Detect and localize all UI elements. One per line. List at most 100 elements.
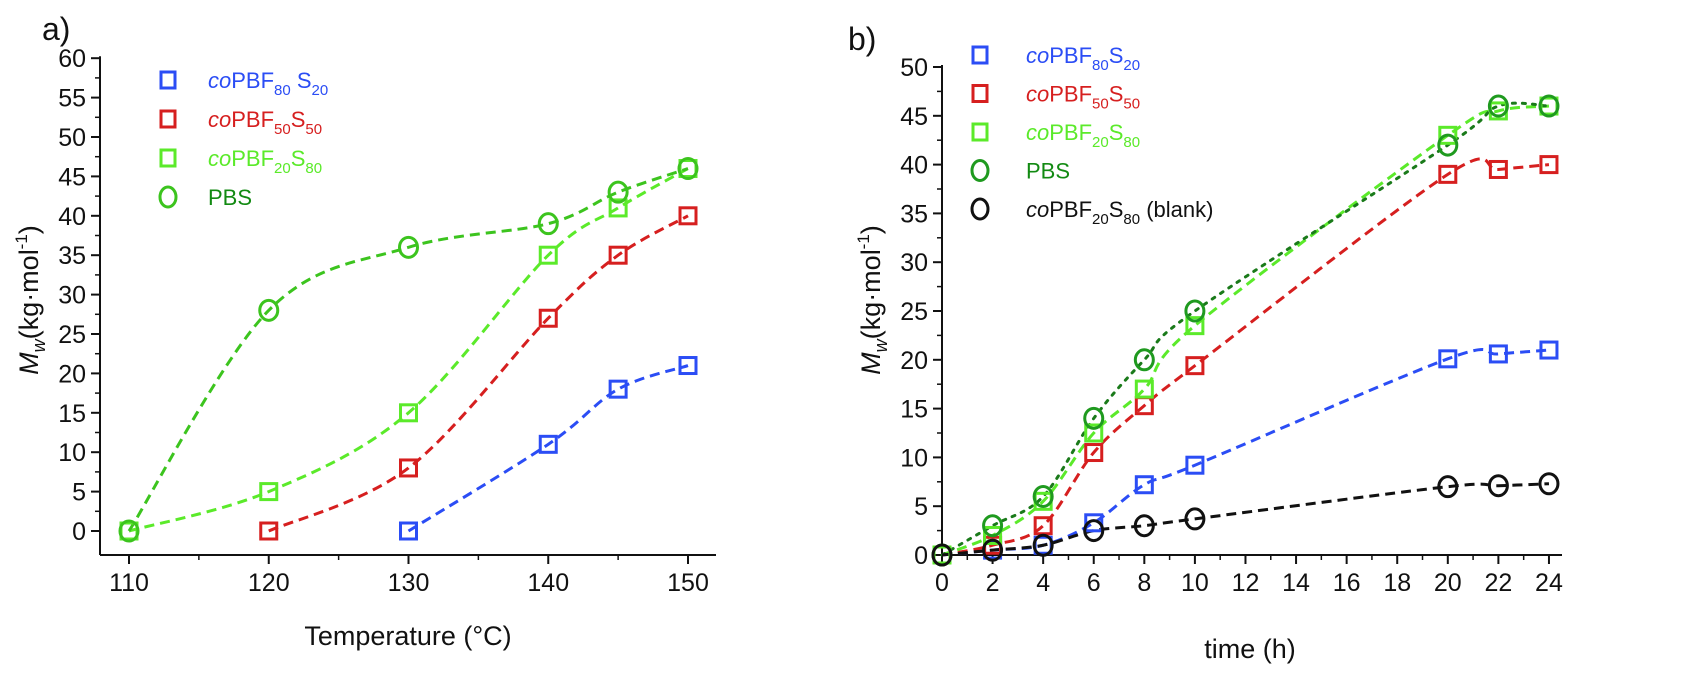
legend-prefix: co (1026, 82, 1049, 107)
legend-main: PBS (208, 185, 252, 210)
data-point-square (1488, 344, 1508, 364)
data-point-square (538, 434, 558, 454)
legend-subscript: 50 (1123, 96, 1140, 113)
legend-item: coPBF20S80 (971, 120, 1140, 151)
data-point-circle (1032, 484, 1054, 508)
y-tick-label: 0 (72, 518, 86, 546)
y-tick-label: 10 (58, 439, 86, 467)
data-point-circle (1487, 94, 1509, 118)
x-tick-label: 18 (1383, 569, 1411, 597)
y-tick-label: 40 (900, 152, 928, 180)
y-axis-label: Mw(kg·mol-1) (854, 225, 891, 375)
data-point-square (399, 521, 418, 541)
legend-marker-square (159, 109, 177, 129)
legend-label: coPBF20S80 (208, 146, 322, 177)
legend-subscript: 80 (1092, 57, 1109, 74)
legend-item: PBS (158, 185, 252, 210)
data-point-circle (1083, 406, 1105, 430)
fit-curve (407, 364, 689, 533)
data-point-square (1438, 349, 1458, 369)
legend-main2: S (1109, 82, 1124, 107)
data-point-circle (931, 543, 953, 567)
legend-item: coPBF50S50 (971, 82, 1140, 113)
data-point-square (1438, 164, 1458, 184)
data-point-circle (1032, 533, 1054, 557)
legend-item: coPBF80S20 (971, 43, 1140, 74)
y-tick-label: 5 (914, 493, 928, 521)
data-point-circle (398, 235, 419, 259)
legend-label: PBS (1026, 159, 1070, 184)
data-point-circle (982, 514, 1004, 538)
legend-main: PBF (1049, 120, 1092, 145)
data-point-circle (1083, 519, 1105, 543)
legend-prefix: co (208, 146, 231, 171)
y-tick-label: 10 (900, 444, 928, 472)
x-tick-label: 2 (986, 569, 1000, 597)
data-point-square (1134, 379, 1154, 399)
x-tick-label: 6 (1087, 569, 1101, 597)
data-point-square (1185, 356, 1205, 376)
data-point-circle (607, 180, 629, 204)
legend-label: coPBF80S20 (1026, 43, 1140, 74)
y-axis-label: Mw(kg·mol-1) (12, 225, 49, 375)
legend-item: coPBF20S80 (blank) (970, 197, 1213, 228)
fit-curve (127, 167, 689, 532)
y-label-superscript: -1 (12, 234, 31, 249)
data-point-circle (1184, 507, 1206, 531)
legend-prefix: co (208, 107, 231, 132)
x-axis-label: Temperature (°C) (304, 621, 511, 651)
y-tick-label: 30 (58, 282, 86, 310)
y-tick-label: 50 (900, 54, 928, 82)
legend-subscript: 80 (305, 160, 322, 177)
y-tick-label: 25 (58, 321, 86, 349)
legend-main2: S (291, 146, 306, 171)
y-tick-label: 20 (900, 347, 928, 375)
data-point-square (678, 206, 698, 226)
legend-main: PBF (231, 68, 274, 93)
data-point-square (259, 521, 279, 541)
data-point-square (399, 403, 418, 423)
x-tick-label: 120 (248, 569, 290, 597)
x-tick-label: 16 (1333, 569, 1361, 597)
y-label-subscript: w (29, 338, 49, 352)
legend-subscript: 50 (1092, 96, 1109, 113)
x-tick-label: 20 (1434, 569, 1462, 597)
y-tick-label: 5 (72, 479, 86, 507)
data-point-circle (1538, 472, 1560, 496)
legend-marker-circle (970, 159, 990, 182)
legend-prefix: co (1026, 120, 1049, 145)
legend-main2: S (1109, 43, 1124, 68)
y-tick-label: 60 (58, 45, 86, 73)
legend-marker-square (971, 45, 989, 65)
legend-subscript: 20 (274, 160, 291, 177)
data-point-square (983, 525, 1003, 545)
legend-marker-circle (970, 197, 990, 221)
data-point-circle (1487, 474, 1509, 498)
legend-item: coPBF80 S20 (159, 68, 328, 99)
data-point-square (1488, 159, 1508, 179)
data-point-square (259, 482, 279, 502)
legend-marker-square (971, 84, 989, 103)
x-tick-label: 140 (527, 569, 569, 597)
x-tick-label: 10 (1181, 569, 1209, 597)
y-label-symbol: M (14, 352, 44, 375)
data-point-square (608, 245, 628, 265)
y-tick-label: 0 (914, 542, 928, 570)
data-point-square (1539, 155, 1559, 175)
data-point-circle (982, 538, 1004, 562)
legend-main2: S (291, 68, 312, 93)
data-point-square (1033, 516, 1053, 536)
legend-marker-square (159, 70, 177, 90)
x-tick-label: 22 (1484, 569, 1512, 597)
y-tick-label: 30 (900, 249, 928, 277)
panel-label: b) (848, 21, 876, 57)
legend-label: coPBF50S50 (208, 107, 322, 138)
legend-label: coPBF20S80 (1026, 120, 1140, 151)
x-tick-label: 130 (388, 569, 430, 597)
y-label-close: ) (14, 225, 44, 234)
y-tick-label: 40 (58, 203, 86, 231)
y-tick-label: 20 (58, 360, 86, 388)
legend-suffix: (blank) (1140, 197, 1213, 222)
